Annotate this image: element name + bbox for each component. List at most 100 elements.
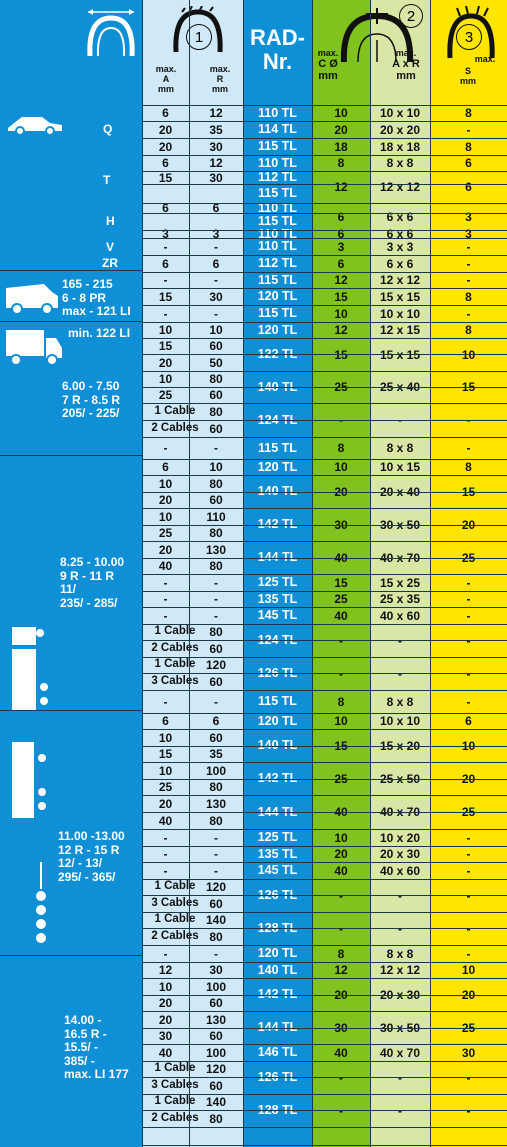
a-cell: - [163, 575, 168, 590]
rad-column [243, 0, 312, 1147]
a-cell: 1 Cable [154, 658, 196, 671]
r-cell: 120 [205, 880, 227, 894]
row-divider [142, 203, 507, 204]
r-cell: 6 [212, 256, 220, 271]
r-cell: 140 [205, 1095, 227, 1109]
axr-cell: 10 x 15 [379, 460, 421, 474]
s-cell: 20 [461, 517, 476, 532]
row-divider [142, 354, 507, 355]
c-cell: 40 [334, 550, 348, 565]
r-cell: 35 [209, 747, 223, 761]
axr-cell: 8 x 8 [386, 694, 414, 709]
rad-cell: 120 TL [257, 713, 298, 728]
rad-cell: 142 TL [257, 517, 298, 532]
s-cell: - [466, 239, 471, 254]
axr-cell: 8 x 8 [386, 946, 414, 961]
row-divider [142, 1094, 507, 1095]
a-cell: - [163, 830, 168, 845]
axr-cell: 15 x 20 [379, 738, 421, 753]
row-divider [142, 213, 507, 214]
a-cell: 12 [158, 963, 173, 977]
s-cell: 6 [465, 156, 472, 170]
r-cell: 60 [209, 1029, 223, 1043]
s-cell: 8 [465, 323, 472, 337]
a-cell: 40 [158, 559, 173, 573]
a-cell: 10 [158, 979, 173, 994]
rad-cell: 120 TL [257, 946, 298, 961]
a-cell: - [163, 592, 168, 606]
speed-index-label: ZR [102, 256, 118, 270]
rad-cell: 140 TL [257, 962, 298, 977]
s-cell: - [466, 122, 471, 137]
row-divider [142, 288, 507, 289]
a-column [142, 0, 189, 1147]
lorry-icon [12, 627, 50, 711]
s-cell: 6 [465, 714, 472, 728]
rad-cell: 140 TL [257, 379, 298, 394]
s-cell: - [466, 306, 471, 321]
r-cell: 120 [205, 658, 227, 672]
row-divider [142, 995, 507, 996]
rad-cell: 110 TL [258, 155, 297, 170]
s-cell: 8 [465, 460, 472, 474]
rad-header: RAD- Nr. [250, 25, 305, 74]
row-divider [142, 492, 507, 493]
rad-cell: 140 TL [257, 738, 298, 753]
a-header: max. A mm [155, 64, 177, 94]
row-divider [142, 673, 507, 674]
a-cell: 30 [158, 1029, 173, 1043]
tire-s-icon [447, 5, 495, 59]
s-cell: 8 [465, 106, 472, 120]
rad-cell: 140 TL [257, 484, 298, 499]
row-divider [142, 640, 507, 641]
group-divider [0, 955, 142, 956]
r-cell: 10 [209, 323, 223, 337]
r-cell: 100 [205, 763, 227, 778]
badge-3: 3 [456, 24, 482, 50]
a-cell: 10 [158, 323, 173, 337]
c-cell: 30 [334, 1020, 348, 1035]
s-cell: - [466, 863, 471, 878]
a-cell: 1 Cable [154, 1095, 196, 1108]
speed-index-label: T [103, 173, 111, 187]
a-cell: 40 [158, 1045, 173, 1060]
group-divider [0, 710, 142, 711]
a-cell: 1 Cable [154, 625, 196, 638]
r-cell: 60 [209, 641, 223, 656]
r-cell: - [214, 608, 218, 623]
column-divider [430, 0, 431, 1147]
s-cell: 3 [465, 209, 472, 224]
row-divider [142, 812, 507, 813]
axr-cell: 10 x 20 [379, 830, 421, 845]
rad-cell: 115 TL [258, 139, 297, 154]
s-cell: 25 [461, 1020, 476, 1035]
c-cell: 6 [337, 209, 345, 224]
r-cell: 80 [209, 372, 223, 386]
rad-cell: 144 TL [257, 804, 298, 819]
axr-cell: 40 x 60 [379, 863, 421, 878]
tire-size-group-label: 11.00 -13.00 12 R - 15 R 12/ - 13/ 295/ … [58, 829, 125, 884]
r-header: max. R mm [209, 64, 231, 94]
c-cell: 8 [337, 441, 345, 455]
r-cell: - [214, 946, 218, 961]
a-cell: 6 [162, 106, 169, 120]
r-cell: 60 [209, 896, 223, 911]
row-divider [142, 1110, 507, 1111]
r-cell: 130 [205, 1012, 227, 1027]
axr-column [370, 0, 430, 1147]
axr-cell: 40 x 60 [379, 608, 421, 623]
r-cell: 80 [209, 559, 223, 573]
rad-cell: 120 TL [257, 459, 298, 474]
c-cell: 10 [334, 830, 348, 845]
a-cell: 20 [158, 139, 173, 154]
axr-cell: 3 x 3 [386, 239, 414, 254]
c-cell: 8 [337, 946, 345, 961]
rad-cell: 145 TL [257, 608, 298, 623]
s-cell: - [466, 847, 471, 861]
axr-cell: 10 x 10 [379, 714, 421, 728]
rad-cell: 142 TL [257, 987, 298, 1002]
rad-cell: 120 TL [257, 289, 298, 304]
s-cell: - [466, 575, 471, 590]
r-cell: 60 [209, 1078, 223, 1093]
r-cell: 60 [209, 493, 223, 507]
